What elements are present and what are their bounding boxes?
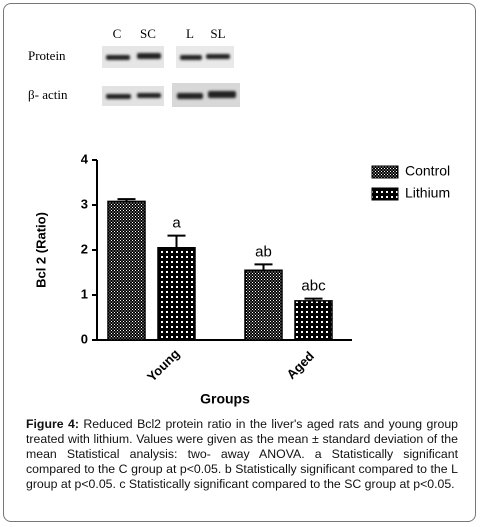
blot-panel xyxy=(102,46,164,68)
band xyxy=(180,55,202,60)
row-label: β- actin xyxy=(28,87,68,102)
legend-swatch xyxy=(371,165,399,179)
western-blot: C SC L SL Protein β- actin xyxy=(28,26,240,107)
significance-label: ab xyxy=(255,243,272,260)
y-tick-label: 4 xyxy=(81,151,89,166)
lane-label: L xyxy=(186,26,194,41)
y-axis-title: Bcl 2 (Ratio) xyxy=(33,212,48,288)
significance-label: abc xyxy=(301,278,326,295)
blot-panel xyxy=(102,86,164,106)
y-tick-label: 2 xyxy=(81,241,88,256)
blot-panel xyxy=(176,46,234,68)
band xyxy=(137,53,161,59)
band xyxy=(208,91,236,98)
band xyxy=(137,93,161,98)
legend-label: Lithium xyxy=(405,185,450,201)
caption-label: Figure 4: xyxy=(26,417,79,431)
lane-label: SC xyxy=(140,26,156,41)
bar xyxy=(244,269,283,341)
lane-label: C xyxy=(113,26,122,41)
lane-label: SL xyxy=(210,26,225,41)
y-tick-label: 3 xyxy=(81,196,88,211)
x-tick-label: Aged xyxy=(283,348,317,382)
figure-frame xyxy=(3,3,476,522)
figure-caption: Figure 4: Reduced Bcl2 protein ratio in … xyxy=(26,417,458,492)
significance-label: a xyxy=(172,215,181,232)
bar xyxy=(157,247,196,341)
legend-swatch xyxy=(371,187,399,201)
x-axis-title: Groups xyxy=(200,391,250,407)
caption-text: Reduced Bcl2 protein ratio in the liver'… xyxy=(26,417,459,491)
band xyxy=(106,55,130,60)
y-tick-label: 0 xyxy=(81,331,88,346)
band xyxy=(177,93,203,99)
legend-label: Control xyxy=(405,163,450,179)
bar xyxy=(107,200,146,341)
band xyxy=(206,54,230,59)
figure: C SC L SL Protein β- actin Bcl 2 (Ratio)… xyxy=(28,26,450,407)
x-tick-label: Young xyxy=(144,346,183,385)
bar xyxy=(294,300,333,341)
y-tick-label: 1 xyxy=(81,286,88,301)
row-label: Protein xyxy=(28,48,66,63)
band xyxy=(106,94,131,99)
